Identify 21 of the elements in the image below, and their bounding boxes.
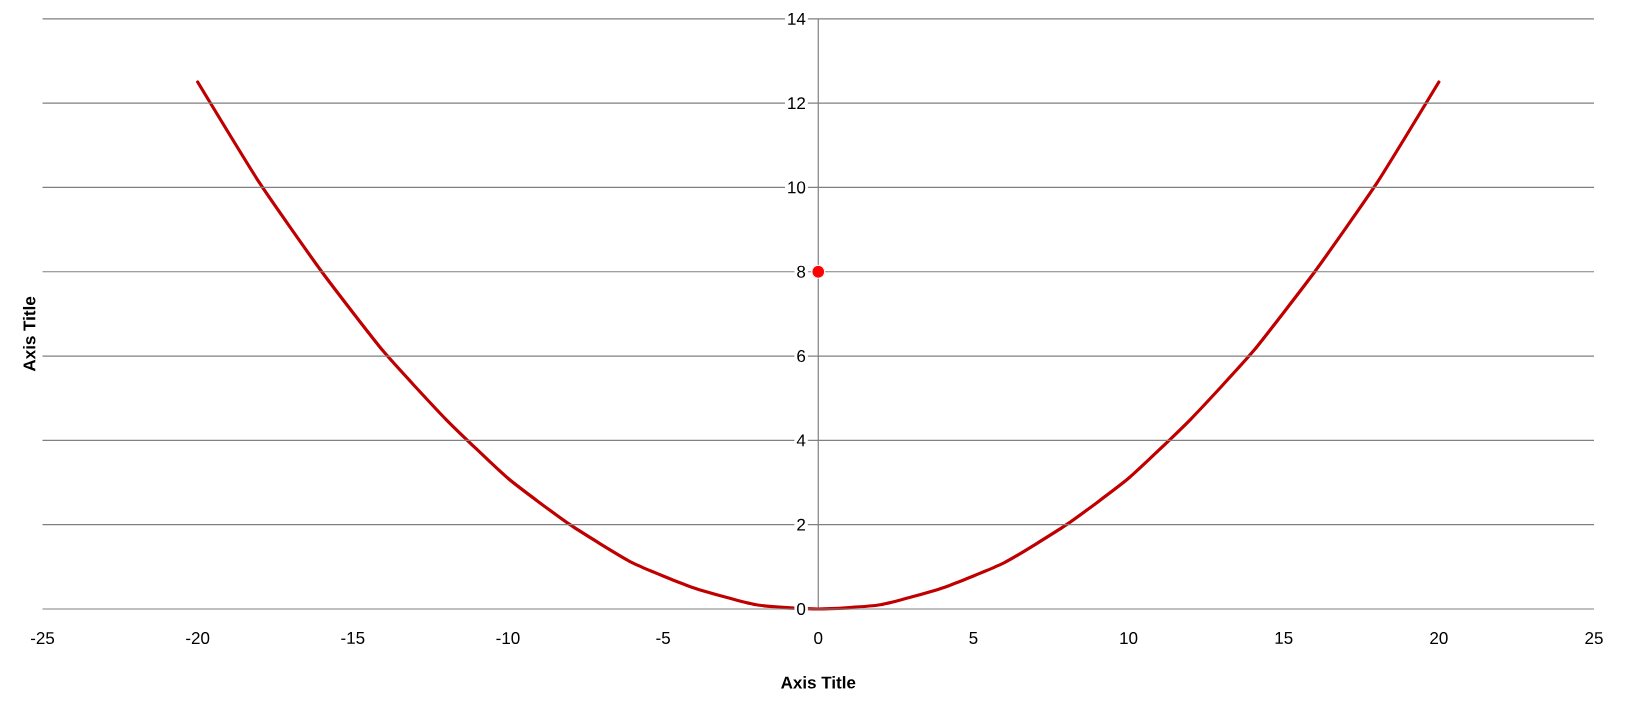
y-tick-label: 4: [796, 434, 806, 447]
x-tick-label: 15: [1275, 632, 1293, 644]
y-tick-label: 2: [797, 518, 805, 531]
x-tick-label: 10: [1120, 632, 1138, 645]
x-tick-label: 20: [1430, 632, 1448, 645]
y-tick-label: 6: [797, 350, 806, 363]
x-tick-label: -5: [656, 632, 670, 644]
x-tick-label: 0: [814, 632, 823, 645]
y-tick-label: 12: [788, 97, 805, 110]
y-tick-label: 10: [788, 181, 806, 194]
x-tick-label: -10: [496, 632, 520, 645]
x-tick-label: -20: [186, 632, 210, 645]
x-tick-label: -25: [30, 632, 55, 645]
x-axis-title: Axis Title: [781, 676, 856, 689]
x-tick-label: 25: [1585, 632, 1603, 645]
y-tick-label: 0: [797, 603, 806, 616]
x-tick-label: 5: [969, 632, 978, 644]
y-axis-title: Axis Title: [22, 296, 36, 372]
y-tick-label: 14: [788, 12, 806, 25]
y-tick-label: 8: [797, 265, 806, 278]
x-tick-label: -15: [341, 632, 365, 644]
